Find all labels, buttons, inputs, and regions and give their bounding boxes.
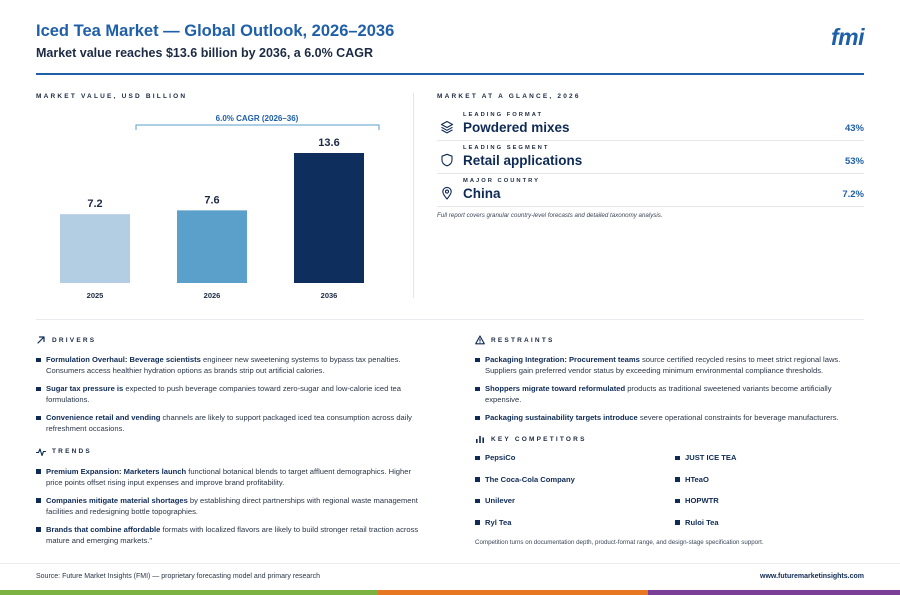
- header-rule: [36, 73, 864, 75]
- bullet-text: engineer new sweetening systems to bypas…: [46, 355, 401, 376]
- bullet-text: products as traditional sweetened varian…: [485, 384, 832, 405]
- drivers-heading: DRIVERS: [36, 334, 426, 346]
- color-strip-segment: [648, 590, 900, 595]
- bar-value-label: 7.6: [204, 194, 219, 206]
- glance-percent: 43%: [844, 123, 864, 134]
- competitors-grid: PepsiCo JUST ICE TEA The Coca-Cola Compa…: [475, 453, 863, 527]
- source-note: Source: Future Market Insights (FMI) — p…: [36, 573, 320, 580]
- restraints-heading: RESTRAINTS: [475, 334, 863, 346]
- x-tick-label: 2026: [204, 291, 221, 300]
- list-item: Shoppers migrate toward reformulated pro…: [475, 383, 863, 406]
- competitors-heading: KEY COMPETITORS: [475, 433, 863, 445]
- layers-icon: [440, 120, 454, 134]
- competitor-item: The Coca-Cola Company: [475, 475, 675, 484]
- shield-icon: [441, 153, 453, 167]
- list-item: Formulation Overhaul: Beverage scientist…: [36, 354, 426, 377]
- warning-triangle-icon: [475, 335, 485, 345]
- bar-2026: [177, 210, 247, 283]
- bar-value-label: 7.2: [87, 198, 102, 210]
- bullet-text: by establishing direct partnerships with…: [46, 495, 418, 517]
- bullet-text: formats with localized flavors are likel…: [46, 524, 419, 546]
- x-tick-label: 2025: [87, 291, 104, 300]
- glance-percent: 53%: [844, 156, 864, 167]
- color-strip-segment: [0, 590, 378, 595]
- map-pin-icon: [442, 186, 452, 200]
- competitor-item: Unilever: [475, 496, 675, 505]
- page-subtitle: Market value reaches $13.6 billion by 20…: [36, 46, 373, 60]
- list-item: Sugar tax pressure is expected to push b…: [36, 383, 426, 406]
- glance-kicker: LEADING SEGMENT: [463, 145, 550, 151]
- footer-rule: [0, 563, 900, 564]
- drivers-trends-column: DRIVERS Formulation Overhaul: Beverage s…: [36, 334, 426, 553]
- competitor-item: HTeaO: [675, 475, 863, 484]
- glance-value: Powdered mixes: [463, 120, 570, 135]
- glance-value: China: [463, 186, 501, 201]
- chart-title: MARKET VALUE, USD BILLION: [36, 93, 188, 100]
- bar-2025: [60, 214, 130, 283]
- restraints-label: RESTRAINTS: [491, 336, 555, 344]
- bullet-text: channels are likely to support packaged …: [46, 413, 412, 434]
- bullet-lead: Companies mitigate material shortages: [46, 495, 188, 505]
- bullet-lead: Premium Expansion: Marketers launch: [46, 466, 187, 476]
- bullet-lead: Shoppers migrate toward reformulated: [485, 384, 626, 394]
- trends-heading: TRENDS: [36, 446, 426, 458]
- arrow-up-right-icon: [37, 336, 45, 344]
- glance-row-segment: LEADING SEGMENT Retail applications 53%: [437, 144, 864, 174]
- bullet-lead: Convenience retail and vending: [46, 413, 161, 423]
- competitor-item: Ruloi Tea: [675, 518, 863, 527]
- bullet-text: source certified recycled resins to meet…: [485, 355, 841, 376]
- cagr-annotation: 6.0% CAGR (2026–36): [216, 114, 299, 123]
- x-tick-label: 2036: [321, 291, 338, 300]
- color-strip-segment: [378, 590, 648, 595]
- glance-percent: 7.2%: [842, 189, 864, 200]
- competitors-label: KEY COMPETITORS: [491, 435, 587, 443]
- list-item: Companies mitigate material shortages by…: [36, 495, 426, 518]
- competitor-item: HOPWTR: [675, 496, 863, 505]
- bullet-lead: Packaging Integration: Procurement teams: [485, 355, 640, 364]
- competitor-item: PepsiCo: [475, 453, 675, 462]
- glance-kicker: LEADING FORMAT: [463, 112, 544, 118]
- glance-value: Retail applications: [463, 153, 583, 168]
- bullet-lead: Brands that combine affordable: [46, 524, 161, 534]
- bullet-lead: Sugar tax pressure is: [46, 384, 124, 394]
- pulse-icon: [36, 448, 46, 456]
- glance-kicker: MAJOR COUNTRY: [463, 178, 540, 184]
- bullet-text: expected to push beverage companies towa…: [46, 384, 402, 405]
- list-item: Brands that combine affordable formats w…: [36, 524, 426, 547]
- bullet-text: functional botanical blends to target af…: [46, 466, 411, 488]
- bar-2036: [294, 153, 364, 283]
- cagr-bracket: 6.0% CAGR (2026–36): [135, 114, 380, 130]
- section-divider: [36, 319, 864, 320]
- competitors-note: Competition turns on documentation depth…: [475, 538, 764, 546]
- glance-row-format: LEADING FORMAT Powdered mixes 43%: [437, 111, 864, 141]
- color-strip: [0, 590, 900, 595]
- glance-title: MARKET AT A GLANCE, 2026: [437, 93, 581, 100]
- bullet-lead: Packaging sustainability targets introdu…: [485, 413, 638, 423]
- drivers-list: Formulation Overhaul: Beverage scientist…: [36, 354, 426, 435]
- drivers-label: DRIVERS: [52, 336, 97, 344]
- glance-row-country: MAJOR COUNTRY China 7.2%: [437, 177, 864, 207]
- list-item: Premium Expansion: Marketers launch func…: [36, 466, 426, 489]
- bullet-lead: Formulation Overhaul: Beverage scientist…: [46, 355, 201, 364]
- fmi-logo[interactable]: fmi: [831, 24, 865, 50]
- competitor-item: Ryl Tea: [475, 518, 675, 527]
- website-link[interactable]: www.futuremarketinsights.com: [760, 573, 864, 580]
- bar-chart-icon: [476, 436, 484, 444]
- list-item: Packaging Integration: Procurement teams…: [475, 354, 863, 377]
- trends-label: TRENDS: [52, 448, 92, 456]
- bullet-text: severe operational constraints for bever…: [637, 413, 839, 423]
- restraints-list: Packaging Integration: Procurement teams…: [475, 354, 863, 423]
- market-value-bar-chart: 6.0% CAGR (2026–36) 7.2 2025 7.6 2026 13.6 20…: [60, 114, 380, 300]
- list-item: Packaging sustainability targets introdu…: [475, 412, 863, 423]
- bar-value-label: 13.6: [318, 137, 339, 149]
- restraints-competitors-column: RESTRAINTS Packaging Integration: Procur…: [475, 334, 863, 546]
- glance-note: Full report covers granular country-leve…: [437, 212, 663, 219]
- panel-divider: [413, 93, 414, 298]
- list-item: Convenience retail and vending channels …: [36, 412, 426, 435]
- competitor-item: JUST ICE TEA: [675, 453, 863, 462]
- page-title: Iced Tea Market — Global Outlook, 2026–2…: [36, 22, 395, 40]
- trends-list: Premium Expansion: Marketers launch func…: [36, 466, 426, 547]
